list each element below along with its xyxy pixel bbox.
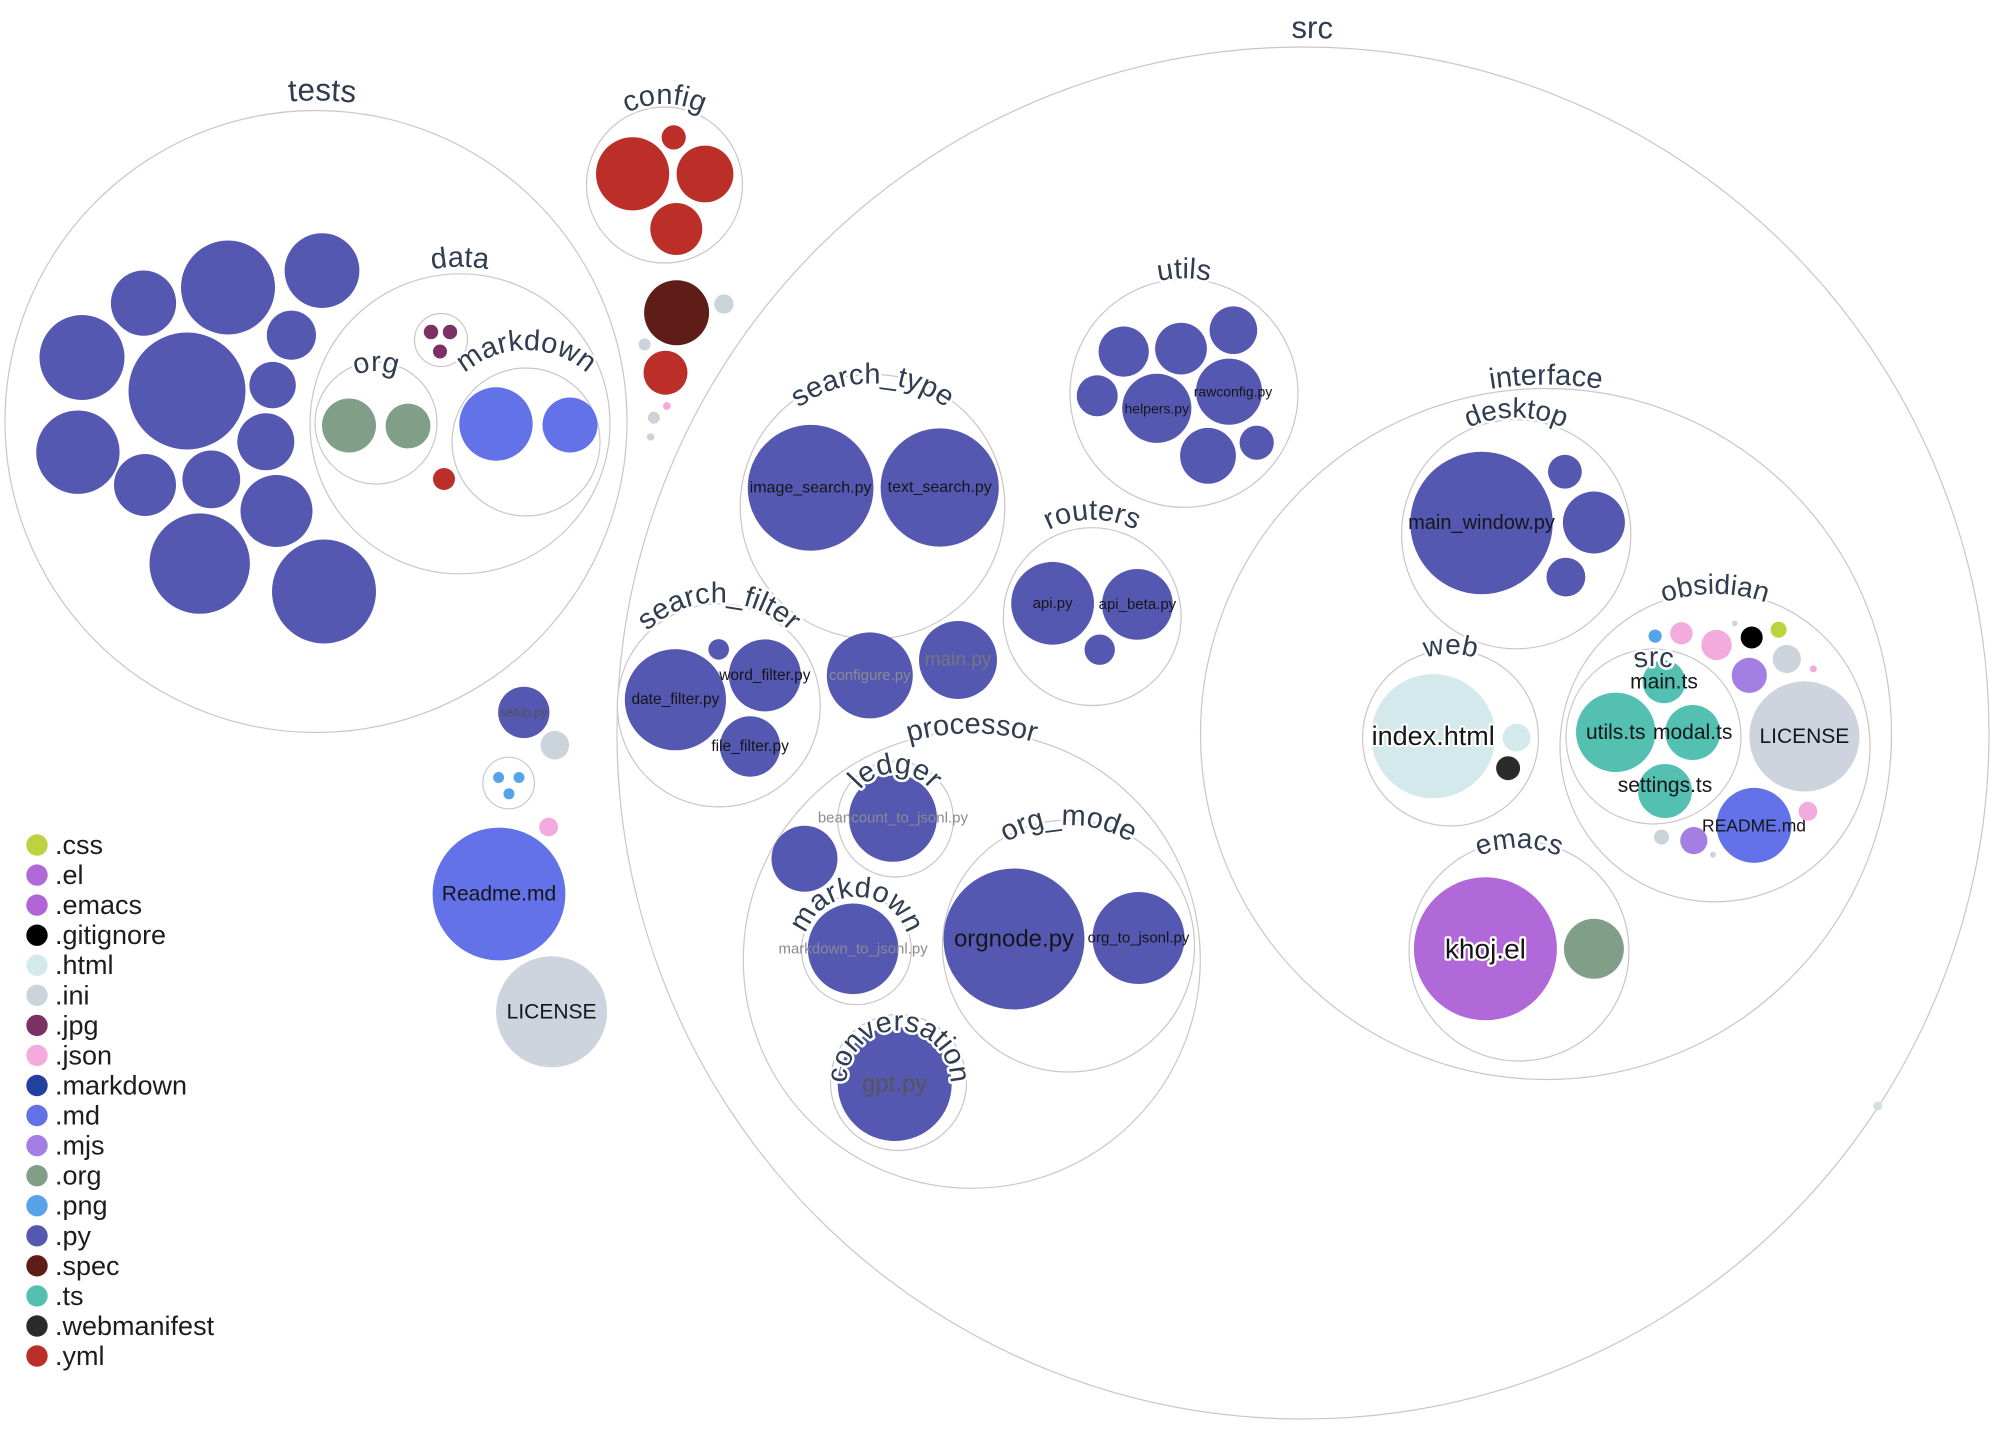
svg-text:api.py: api.py: [1033, 595, 1074, 612]
svg-text:data: data: [429, 242, 492, 277]
svg-text:word_filter.py: word_filter.py: [718, 667, 811, 684]
svg-text:setup.py: setup.py: [500, 705, 548, 719]
svg-text:.org: .org: [55, 1161, 102, 1191]
svg-text:image_search.py: image_search.py: [750, 479, 872, 496]
svg-text:modal.ts: modal.ts: [1653, 721, 1732, 744]
svg-text:.emacs: .emacs: [55, 890, 142, 920]
svg-text:.spec: .spec: [55, 1251, 120, 1281]
svg-text:.md: .md: [55, 1101, 100, 1131]
svg-text:README.md: README.md: [1702, 815, 1806, 835]
svg-text:Readme.md: Readme.md: [442, 883, 556, 906]
svg-text:.json: .json: [55, 1040, 112, 1070]
svg-text:main.py: main.py: [925, 650, 992, 671]
svg-text:.jpg: .jpg: [55, 1010, 99, 1040]
svg-text:.py: .py: [55, 1221, 92, 1251]
svg-text:.webmanifest: .webmanifest: [55, 1311, 215, 1341]
svg-text:interface: interface: [1487, 359, 1605, 395]
svg-text:.mjs: .mjs: [55, 1131, 105, 1161]
svg-text:.ts: .ts: [55, 1281, 84, 1311]
svg-text:src: src: [1631, 641, 1676, 674]
svg-text:markdown_to_jsonl.py: markdown_to_jsonl.py: [778, 940, 928, 957]
svg-text:rawconfig.py: rawconfig.py: [1194, 384, 1273, 400]
svg-text:.markdown: .markdown: [55, 1071, 187, 1101]
svg-text:org: org: [349, 346, 402, 381]
svg-text:src: src: [1291, 10, 1333, 46]
svg-text:org_to_jsonl.py: org_to_jsonl.py: [1088, 930, 1190, 947]
svg-text:main_window.py: main_window.py: [1408, 512, 1555, 534]
svg-text:settings.ts: settings.ts: [1618, 774, 1713, 797]
svg-text:api_beta.py: api_beta.py: [1099, 596, 1177, 613]
svg-text:index.html: index.html: [1372, 721, 1495, 751]
svg-text:.ini: .ini: [55, 980, 90, 1010]
svg-text:date_filter.py: date_filter.py: [631, 691, 719, 708]
svg-text:.yml: .yml: [55, 1341, 105, 1371]
svg-text:text_search.py: text_search.py: [888, 479, 992, 496]
svg-text:main.ts: main.ts: [1630, 670, 1698, 693]
svg-text:web: web: [1419, 629, 1481, 664]
svg-text:khoj.el: khoj.el: [1445, 933, 1526, 964]
svg-text:helpers.py: helpers.py: [1125, 400, 1190, 416]
svg-text:.png: .png: [55, 1191, 108, 1221]
svg-text:.el: .el: [55, 860, 84, 890]
svg-text:processor: processor: [903, 708, 1042, 749]
svg-text:utils.ts: utils.ts: [1586, 721, 1646, 744]
svg-text:LICENSE: LICENSE: [507, 1000, 597, 1023]
svg-text:utils: utils: [1155, 253, 1214, 288]
svg-text:file_filter.py: file_filter.py: [711, 738, 789, 755]
svg-text:tests: tests: [287, 71, 358, 109]
svg-text:beancount_to_jsonl.py: beancount_to_jsonl.py: [818, 809, 969, 826]
svg-text:.gitignore: .gitignore: [55, 920, 166, 950]
svg-text:orgnode.py: orgnode.py: [954, 926, 1074, 953]
svg-text:.css: .css: [55, 830, 103, 860]
svg-text:gpt.py: gpt.py: [862, 1071, 927, 1098]
svg-text:.html: .html: [55, 950, 114, 980]
svg-text:configure.py: configure.py: [829, 667, 911, 684]
svg-text:LICENSE: LICENSE: [1759, 725, 1849, 748]
